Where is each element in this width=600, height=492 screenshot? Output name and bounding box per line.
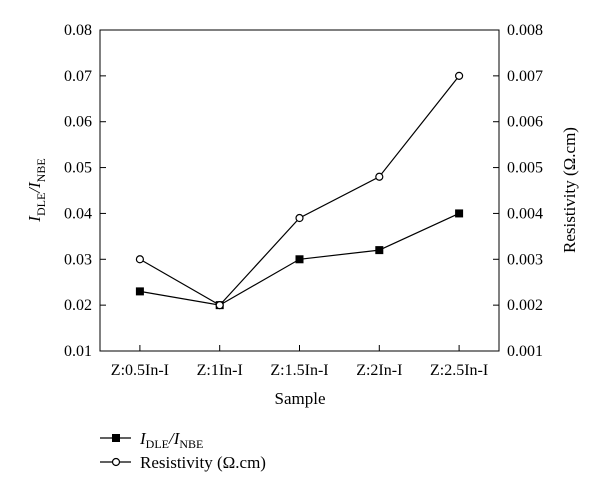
legend-label-idle-inbe: IDLE/INBE <box>139 429 203 451</box>
left-y-tick-label: 0.04 <box>64 205 92 222</box>
left-y-title-sub1: DLE <box>34 193 48 216</box>
right-y-tick-label: 0.001 <box>507 343 543 360</box>
right-y-tick-label: 0.008 <box>507 22 543 39</box>
data-point-idle-inbe <box>455 209 464 218</box>
left-y-tick-label: 0.03 <box>64 251 92 268</box>
data-point-resistivity <box>215 301 224 310</box>
data-point-idle-inbe <box>135 287 144 296</box>
x-tick-label: Z:1In-I <box>197 362 243 379</box>
x-axis-title: Sample <box>275 389 326 408</box>
x-tick-label: Z:0.5In-I <box>111 362 169 379</box>
right-y-tick-label: 0.005 <box>507 160 543 177</box>
plot-frame <box>99 29 500 352</box>
legend-label-resistivity: Resistivity (Ω.cm) <box>140 453 266 472</box>
x-tick-label: Z:2In-I <box>356 362 402 379</box>
left-y-title-main: I <box>25 215 44 223</box>
data-point-resistivity <box>295 213 304 223</box>
left-y-axis: 0.01 0.02 0.03 0.04 0.05 0.06 0.07 0.08 <box>64 22 106 360</box>
left-y-tick-label: 0.07 <box>64 68 92 85</box>
data-point-idle-inbe <box>295 255 304 264</box>
x-axis: Z:0.5In-I Z:1In-I Z:1.5In-I Z:2In-I Z:2.5In-… <box>111 345 488 379</box>
legend: IDLE/INBE Resistivity (Ω.cm) <box>100 429 266 472</box>
left-y-tick-label: 0.08 <box>64 22 92 39</box>
right-y-tick-label: 0.003 <box>507 251 543 268</box>
left-y-axis-title: IDLE/INBE <box>25 158 48 222</box>
right-y-axis: 0.001 0.002 0.003 0.004 0.005 0.006 0.007 0.008 <box>493 22 543 360</box>
series-line-resistivity <box>139 75 460 306</box>
series-layer <box>135 71 464 310</box>
right-y-tick-label: 0.006 <box>507 114 543 131</box>
left-y-tick-label: 0.06 <box>64 114 92 131</box>
left-y-title-slash: /I <box>25 181 44 194</box>
legend-marker-square <box>112 434 120 442</box>
data-point-resistivity <box>375 172 384 181</box>
legend-marker-circle <box>111 457 121 467</box>
right-y-tick-label: 0.002 <box>507 297 543 314</box>
right-y-tick-label: 0.007 <box>507 68 543 85</box>
right-y-axis-title: Resistivity (Ω.cm) <box>560 127 579 253</box>
data-point-resistivity <box>135 255 144 264</box>
left-y-tick-label: 0.02 <box>64 297 92 314</box>
data-point-idle-inbe <box>375 246 384 255</box>
left-y-tick-label: 0.01 <box>64 343 92 360</box>
x-tick-label: Z:1.5In-I <box>270 362 328 379</box>
x-tick-label: Z:2.5In-I <box>430 362 488 379</box>
right-y-tick-label: 0.004 <box>507 205 543 222</box>
left-y-tick-label: 0.05 <box>64 160 92 177</box>
data-point-resistivity <box>455 71 464 80</box>
left-y-title-sub2: NBE <box>34 158 48 182</box>
